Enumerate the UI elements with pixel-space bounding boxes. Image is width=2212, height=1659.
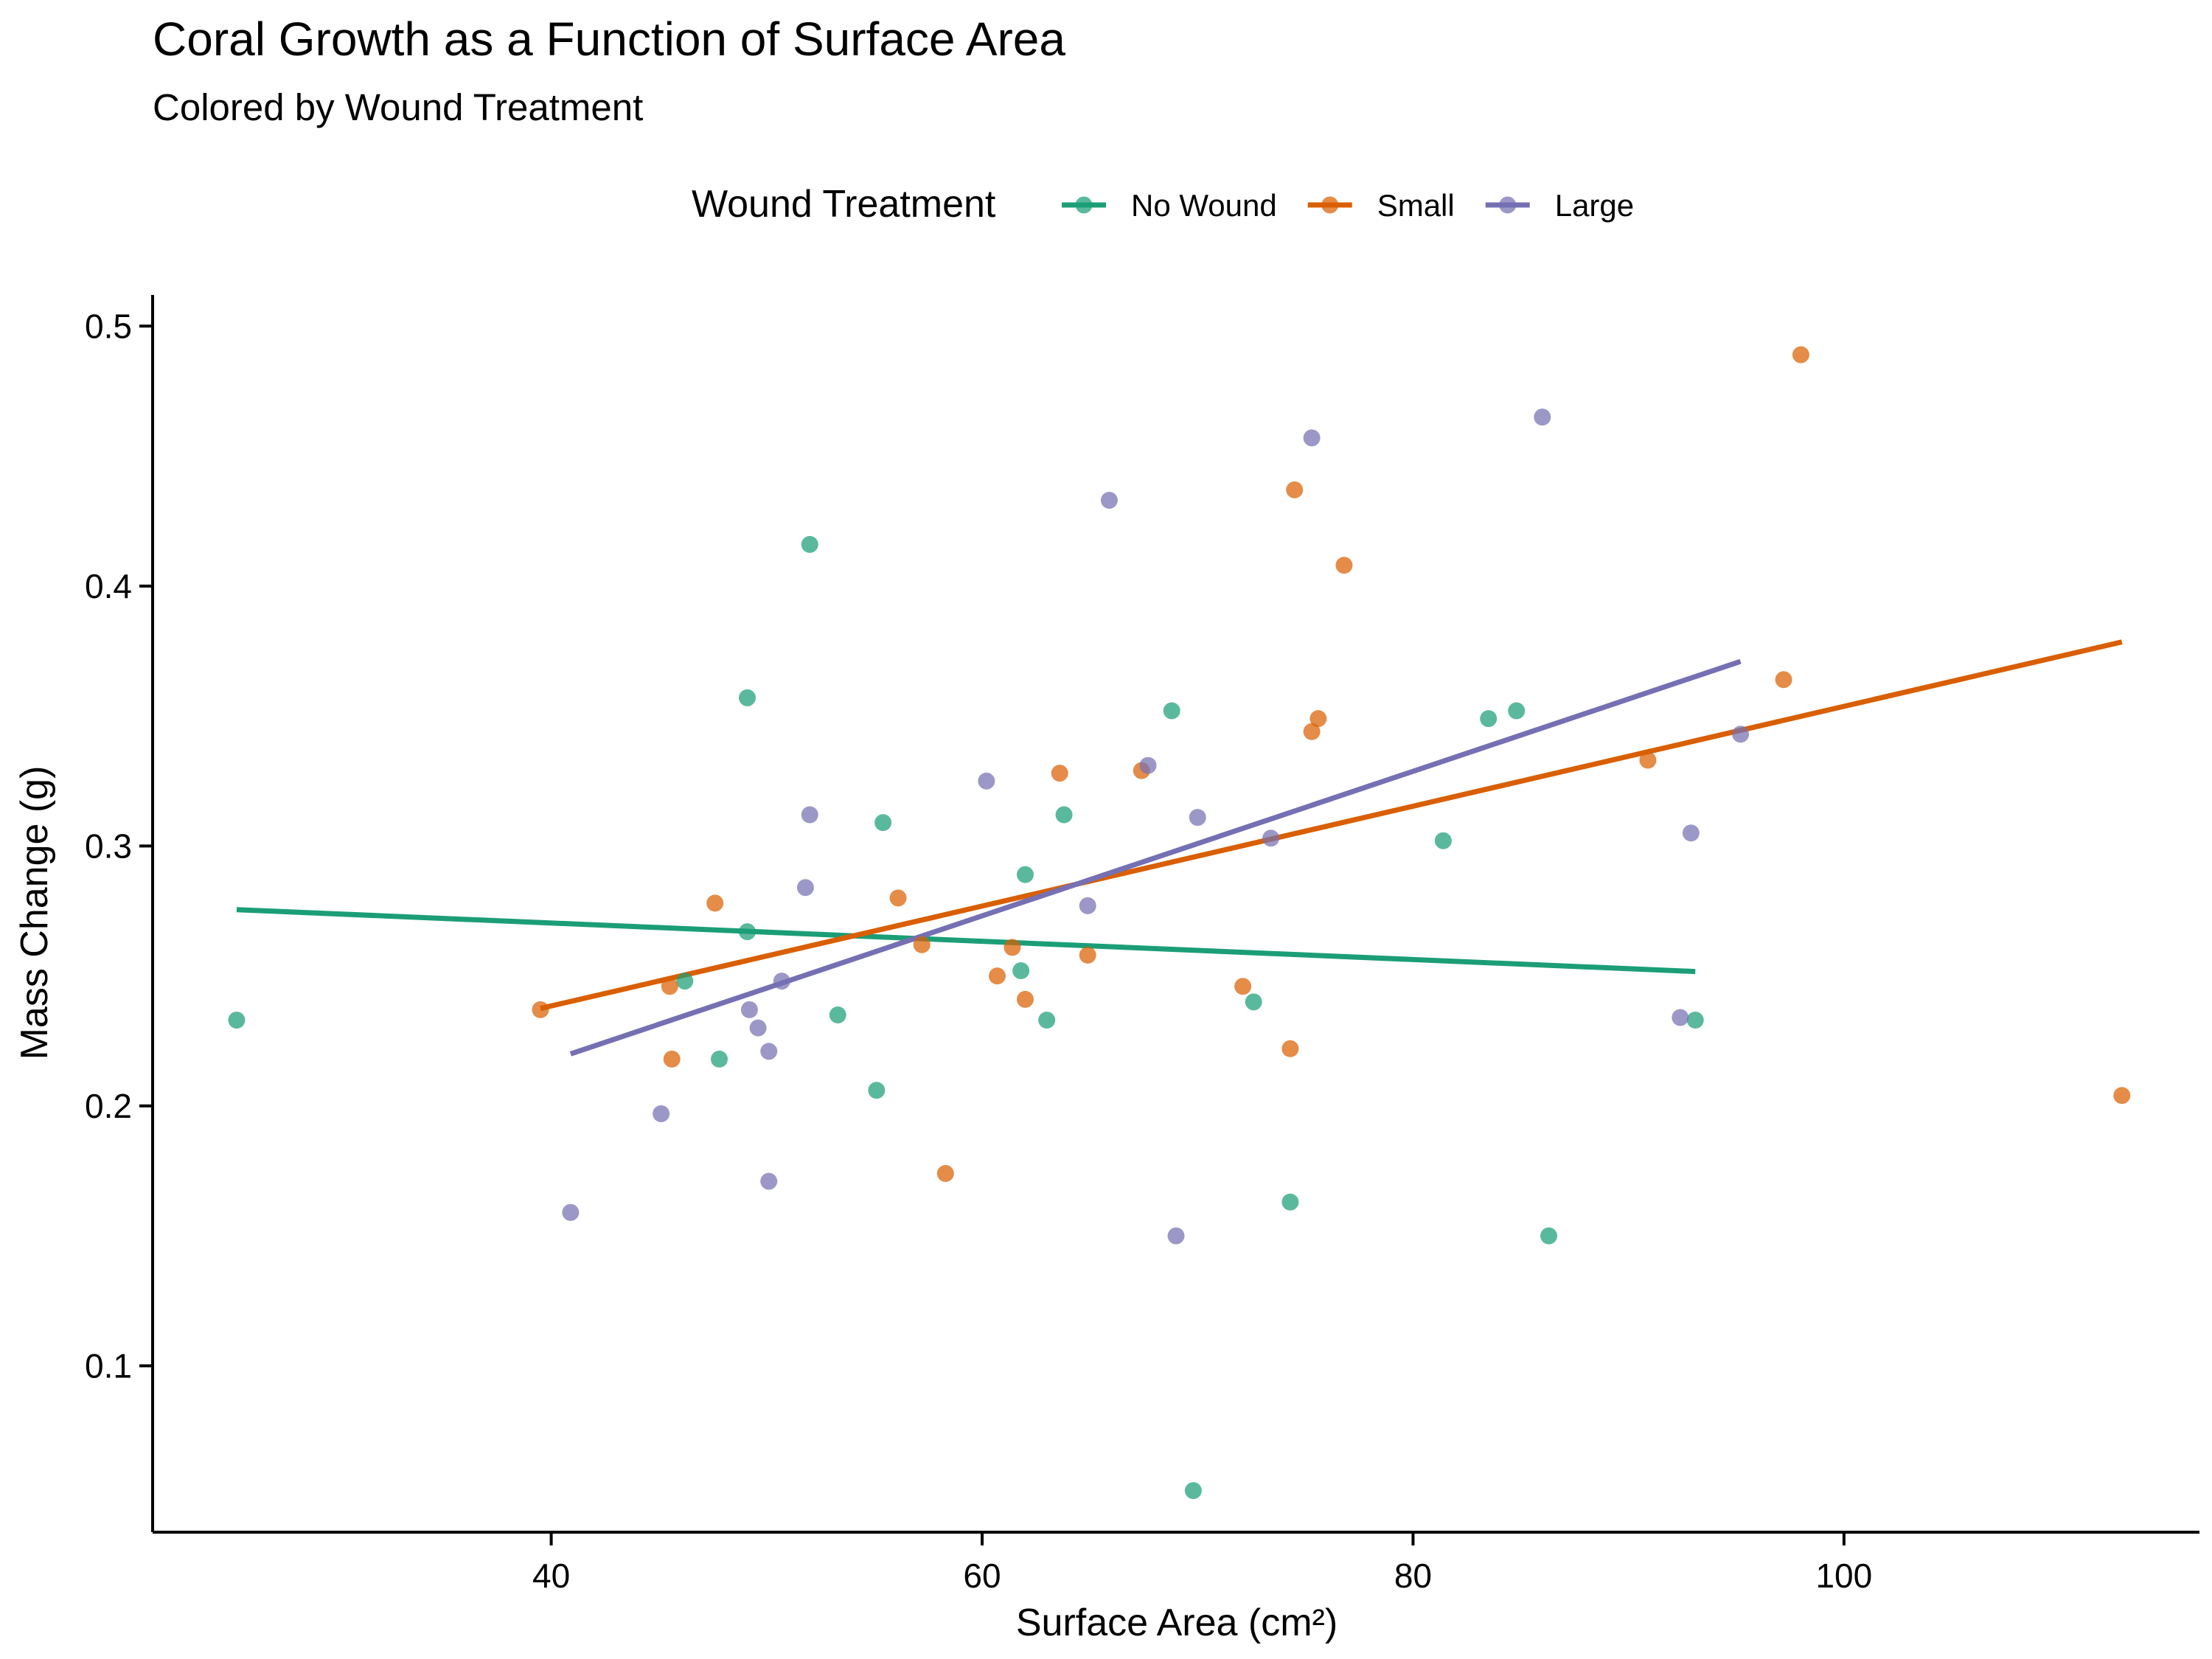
point-large (760, 1172, 778, 1190)
point-large (1079, 897, 1096, 914)
y-tick-label: 0.2 (85, 1087, 132, 1125)
point-small (661, 978, 678, 995)
point-large (1534, 408, 1551, 426)
point-no-wound (874, 814, 892, 832)
legend-item-large: Large (1485, 188, 1634, 223)
point-large (749, 1019, 767, 1037)
point-no-wound (1055, 806, 1073, 824)
y-tick-label: 0.1 (85, 1346, 132, 1385)
legend-item-small: Small (1307, 188, 1455, 223)
y-tick-label: 0.3 (85, 827, 132, 865)
point-no-wound (1038, 1012, 1056, 1029)
point-small (1775, 671, 1792, 689)
x-tick-label: 100 (1815, 1557, 1872, 1595)
point-large (1100, 491, 1118, 509)
point-small (706, 894, 724, 912)
point-small (663, 1050, 681, 1068)
point-no-wound (1540, 1227, 1558, 1245)
point-small (1792, 346, 1809, 364)
point-no-wound (228, 1012, 246, 1029)
point-small (1234, 978, 1252, 995)
x-tick-label: 60 (963, 1557, 1001, 1595)
x-axis-title: Surface Area (cm²) (1016, 1601, 1338, 1644)
point-no-wound (1281, 1193, 1299, 1211)
x-tick-label: 80 (1394, 1557, 1432, 1595)
y-tick-label: 0.4 (85, 567, 132, 605)
point-no-wound (868, 1082, 886, 1099)
trend-line-no-wound (236, 907, 1696, 975)
point-large (1682, 824, 1700, 842)
point-small (889, 889, 907, 907)
point-no-wound (739, 923, 757, 941)
point-no-wound (1184, 1482, 1202, 1500)
legend-item-no-wound: No Wound (1062, 188, 1277, 223)
point-large (978, 772, 995, 790)
point-large (1262, 830, 1280, 847)
point-large (796, 879, 814, 897)
point-no-wound (739, 689, 757, 706)
plot-area: 40 60 80 100 0.1 0.2 0.3 0.4 0.5 (85, 295, 2199, 1595)
point-no-wound (676, 973, 694, 990)
point-large (1672, 1009, 1689, 1026)
legend-title: Wound Treatment (692, 183, 996, 226)
point-no-wound (829, 1006, 846, 1023)
y-axis-title: Mass Change (g) (13, 766, 56, 1060)
point-large (773, 973, 790, 990)
point-no-wound (711, 1050, 728, 1068)
point-large (1167, 1227, 1185, 1245)
point-large (562, 1203, 580, 1221)
point-small (1004, 939, 1021, 956)
point-large (740, 1001, 758, 1018)
data-points (228, 346, 2131, 1500)
legend: Wound Treatment No Wound Small Large (692, 183, 1634, 226)
point-no-wound (1163, 702, 1180, 720)
point-small (913, 936, 931, 953)
axis-ticks: 40 60 80 100 0.1 0.2 0.3 0.4 0.5 (85, 307, 1872, 1595)
point-small (1016, 990, 1034, 1008)
legend-label: Small (1377, 188, 1455, 223)
x-tick-label: 40 (532, 1557, 570, 1595)
point-small (988, 967, 1006, 985)
point-small (1335, 557, 1353, 574)
point-no-wound (1245, 993, 1262, 1011)
point-large (653, 1105, 670, 1122)
point-no-wound (1016, 866, 1034, 883)
trend-lines (236, 639, 2123, 1057)
point-no-wound (801, 535, 818, 553)
point-small (2113, 1087, 2131, 1105)
point-small (936, 1165, 954, 1183)
point-large (760, 1043, 778, 1060)
point-small (1051, 765, 1068, 782)
y-tick-label: 0.5 (85, 307, 132, 345)
point-large (1732, 726, 1750, 743)
legend-key-point (1499, 196, 1517, 214)
point-small (532, 1001, 549, 1018)
legend-key-point (1075, 196, 1093, 214)
point-large (1189, 809, 1206, 827)
chart-title: Coral Growth as a Function of Surface Ar… (153, 13, 1065, 66)
point-no-wound (1508, 702, 1526, 720)
legend-label: Large (1555, 188, 1634, 223)
point-no-wound (1686, 1012, 1704, 1029)
legend-key-point (1321, 196, 1339, 214)
trend-line-large (569, 658, 1742, 1057)
point-small (1286, 481, 1304, 498)
point-no-wound (1434, 832, 1452, 849)
chart-subtitle: Colored by Wound Treatment (153, 86, 643, 128)
legend-label: No Wound (1131, 188, 1277, 223)
point-no-wound (1480, 710, 1498, 728)
point-small (1079, 946, 1096, 964)
point-small (1310, 710, 1327, 728)
point-large (1303, 429, 1321, 447)
point-small (1303, 723, 1321, 740)
point-large (1139, 757, 1157, 774)
point-small (1639, 751, 1657, 769)
point-small (1281, 1040, 1299, 1057)
point-no-wound (1012, 962, 1030, 980)
point-large (801, 806, 818, 824)
trend-line-small (540, 639, 2123, 1012)
